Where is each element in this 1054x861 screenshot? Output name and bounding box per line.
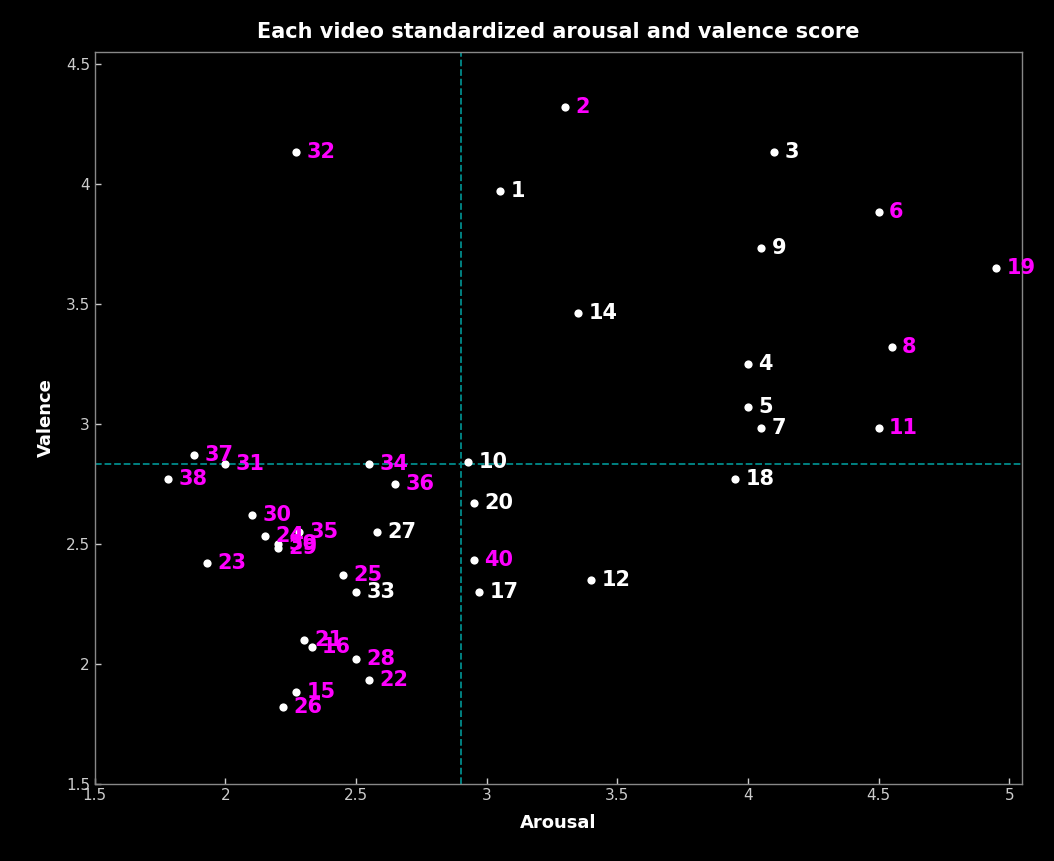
Point [186, 448, 202, 461]
Text: 5: 5 [759, 397, 774, 417]
Text: 35: 35 [309, 522, 338, 542]
X-axis label: Arousal: Arousal [521, 815, 597, 833]
Text: 21: 21 [314, 629, 344, 649]
Point [753, 242, 769, 256]
Point [304, 640, 320, 653]
Point [570, 307, 587, 320]
Point [465, 554, 482, 567]
Text: 8: 8 [902, 337, 917, 356]
Text: 33: 33 [367, 581, 395, 602]
Text: 37: 37 [204, 445, 234, 465]
Text: 23: 23 [218, 553, 247, 573]
Point [360, 457, 377, 471]
Point [470, 585, 487, 598]
Point [740, 356, 757, 370]
Point [159, 472, 176, 486]
Text: 29: 29 [288, 538, 317, 558]
Point [270, 542, 287, 555]
Point [387, 477, 404, 491]
Text: 19: 19 [1007, 257, 1036, 277]
Text: 28: 28 [367, 648, 395, 669]
Text: 34: 34 [379, 455, 409, 474]
Point [726, 472, 743, 486]
Point [369, 524, 386, 538]
Point [288, 146, 305, 159]
Point [348, 585, 365, 598]
Text: 7: 7 [772, 418, 786, 438]
Text: 11: 11 [890, 418, 918, 438]
Y-axis label: Valence: Valence [37, 378, 55, 457]
Text: 1: 1 [510, 181, 525, 201]
Text: 18: 18 [745, 468, 775, 489]
Text: 38: 38 [178, 468, 208, 489]
Point [348, 652, 365, 666]
Point [988, 261, 1004, 275]
Point [740, 400, 757, 413]
Text: 12: 12 [602, 570, 630, 590]
Text: 39: 39 [288, 534, 317, 554]
Text: 20: 20 [484, 492, 513, 513]
Point [288, 685, 305, 699]
Text: 9: 9 [772, 238, 786, 258]
Text: 40: 40 [484, 550, 513, 570]
Text: 32: 32 [307, 142, 335, 163]
Point [871, 206, 887, 220]
Point [217, 457, 234, 471]
Text: 36: 36 [406, 474, 435, 493]
Text: 4: 4 [759, 354, 773, 374]
Point [883, 340, 900, 354]
Text: 27: 27 [388, 522, 416, 542]
Point [557, 100, 573, 114]
Point [243, 508, 260, 522]
Point [274, 700, 291, 714]
Point [465, 496, 482, 510]
Text: 24: 24 [275, 526, 305, 547]
Text: 6: 6 [890, 202, 903, 222]
Text: 30: 30 [262, 505, 291, 524]
Point [766, 146, 783, 159]
Text: 25: 25 [353, 565, 383, 585]
Text: 14: 14 [589, 303, 618, 323]
Point [270, 536, 287, 550]
Point [256, 530, 273, 543]
Point [290, 524, 307, 538]
Point [295, 633, 312, 647]
Point [199, 556, 216, 570]
Point [360, 673, 377, 687]
Point [334, 568, 351, 582]
Point [753, 422, 769, 436]
Point [460, 455, 476, 469]
Text: 3: 3 [784, 142, 799, 163]
Text: 16: 16 [323, 637, 351, 657]
Text: 26: 26 [293, 697, 323, 716]
Text: 17: 17 [489, 581, 519, 602]
Point [491, 184, 508, 198]
Point [583, 573, 600, 586]
Text: 10: 10 [479, 452, 508, 472]
Point [871, 422, 887, 436]
Text: 15: 15 [307, 682, 335, 703]
Title: Each video standardized arousal and valence score: Each video standardized arousal and vale… [257, 22, 860, 42]
Text: 31: 31 [236, 455, 265, 474]
Text: 22: 22 [379, 671, 409, 691]
Text: 2: 2 [575, 96, 590, 117]
